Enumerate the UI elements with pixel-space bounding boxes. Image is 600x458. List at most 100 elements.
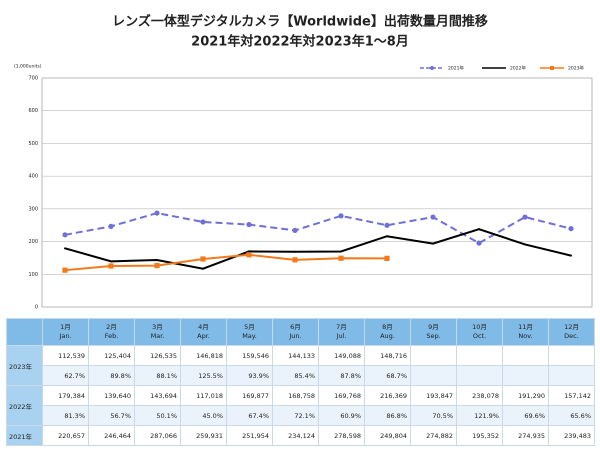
point: [154, 210, 160, 216]
ratio-cell: 93.9%: [226, 365, 273, 386]
ratio-cell: 65.6%: [548, 405, 595, 426]
ratio-cell: 87.8%: [318, 365, 365, 386]
month-ja: 2月: [106, 323, 117, 331]
row-label: 2021年: [6, 425, 43, 446]
plot-area: [41, 77, 593, 308]
value-cell: 249,804: [364, 425, 411, 446]
ratio-cell: 68.7%: [364, 365, 411, 386]
month-en: Apr.: [197, 332, 210, 340]
column-header: 3月 Mar.: [134, 318, 181, 346]
y-axis-label: (1,000units): [14, 64, 42, 70]
point: [64, 247, 66, 250]
point: [338, 213, 344, 219]
month-ja: 10月: [472, 323, 487, 331]
value-cell: 234,124: [272, 425, 319, 446]
month-ja: 3月: [152, 323, 163, 331]
legend-label: 2021年: [448, 65, 464, 72]
row-label: 2022年: [6, 385, 43, 426]
corner-cell: [6, 318, 43, 346]
value-cell: 148,716: [364, 345, 411, 366]
point: [430, 214, 436, 220]
ratio-cell: [410, 365, 457, 386]
column-header: 4月 Apr.: [180, 318, 227, 346]
value-cell: 139,640: [88, 385, 135, 406]
ratio-cell: 85.4%: [272, 365, 319, 386]
value-cell: 216,369: [364, 385, 411, 406]
month-en: Mar.: [150, 332, 165, 340]
month-ja: 4月: [198, 323, 209, 331]
month-en: Nov.: [518, 332, 533, 340]
value-cell: 195,352: [456, 425, 503, 446]
point: [522, 214, 528, 220]
point: [108, 263, 114, 269]
value-cell: 191,290: [502, 385, 549, 406]
month-en: Aug.: [380, 332, 395, 340]
column-header: 11月 Nov.: [502, 318, 549, 346]
month-en: Jul.: [336, 332, 347, 340]
value-cell: 169,877: [226, 385, 273, 406]
value-cell: 179,384: [42, 385, 89, 406]
value-cell: 238,078: [456, 385, 503, 406]
point: [202, 267, 204, 270]
value-cell: 117,018: [180, 385, 227, 406]
point: [292, 257, 298, 263]
header-row: 1月 Jan. 2月 Feb. 3月 Mar. 4月 Apr. 5月 May. 6月 Jun. 7月 Ju…: [6, 318, 595, 346]
point: [248, 250, 250, 253]
value-cell: [456, 345, 503, 366]
value-cell: 159,546: [226, 345, 273, 366]
value-cell: 149,088: [318, 345, 365, 366]
ratio-cell: 81.3%: [42, 405, 89, 426]
month-en: Jun.: [289, 332, 302, 340]
ratio-cell: 56.7%: [88, 405, 135, 426]
value-cell: [548, 345, 595, 366]
point: [246, 221, 252, 228]
y-tick-label: 100: [28, 272, 38, 278]
data-table: 1月 Jan. 2月 Feb. 3月 Mar. 4月 Apr. 5月 May. 6月 Jun. 7月 Ju…: [6, 318, 595, 446]
value-cell: 246,464: [88, 425, 135, 446]
ratio-cell: 89.8%: [88, 365, 135, 386]
point: [110, 260, 112, 263]
value-cell: 125,404: [88, 345, 135, 366]
value-cell: 168,758: [272, 385, 319, 406]
legend-label: 2023年: [568, 65, 584, 72]
month-en: Oct.: [472, 332, 487, 340]
ratio-cell: 69.6%: [502, 405, 549, 426]
ratio-cell: 125.5%: [180, 365, 227, 386]
column-header: 10月 Oct.: [456, 318, 503, 346]
ratio-cell: 45.0%: [180, 405, 227, 426]
ratio-cell: [456, 365, 503, 386]
month-en: Feb.: [104, 332, 119, 340]
y-tick-label: 500: [28, 141, 38, 147]
month-en: Sep.: [426, 332, 441, 340]
column-header: 5月 May.: [226, 318, 273, 346]
column-header: 8月 Aug.: [364, 318, 411, 346]
y-tick-label: 700: [28, 76, 38, 82]
month-ja: 5月: [244, 323, 255, 331]
ratio-row: 62.7% 89.8% 88.1% 125.5% 93.9% 85.4% 87.8% 68.7…: [7, 365, 595, 386]
value-cell: 112,539: [42, 345, 89, 366]
line-series: [64, 228, 572, 270]
point: [478, 228, 480, 231]
y-tick-label: 300: [28, 206, 38, 212]
point: [568, 226, 574, 232]
ratio-cell: 121.9%: [456, 405, 503, 426]
point: [200, 219, 206, 225]
column-header: 12月 Dec.: [548, 318, 595, 346]
chart-title: レンズ一体型デジタルカメラ【Worldwide】出荷数量月間推移: [112, 14, 488, 30]
month-ja: 9月: [428, 323, 439, 331]
point: [570, 254, 572, 257]
point: [340, 250, 342, 253]
month-ja: 7月: [336, 323, 347, 331]
chart-subtitle: 2021年対2022年対2023年1～8月: [191, 34, 409, 50]
line-series: [64, 253, 388, 272]
ratio-cell: 70.5%: [410, 405, 457, 426]
point: [384, 222, 390, 228]
point: [246, 252, 252, 258]
ratio-cell: 72.1%: [272, 405, 319, 426]
month-ja: 8月: [382, 323, 393, 331]
row-label: 2023年: [6, 345, 43, 386]
ratio-cell: [548, 365, 595, 386]
month-ja: 6月: [290, 323, 301, 331]
point: [62, 267, 68, 273]
